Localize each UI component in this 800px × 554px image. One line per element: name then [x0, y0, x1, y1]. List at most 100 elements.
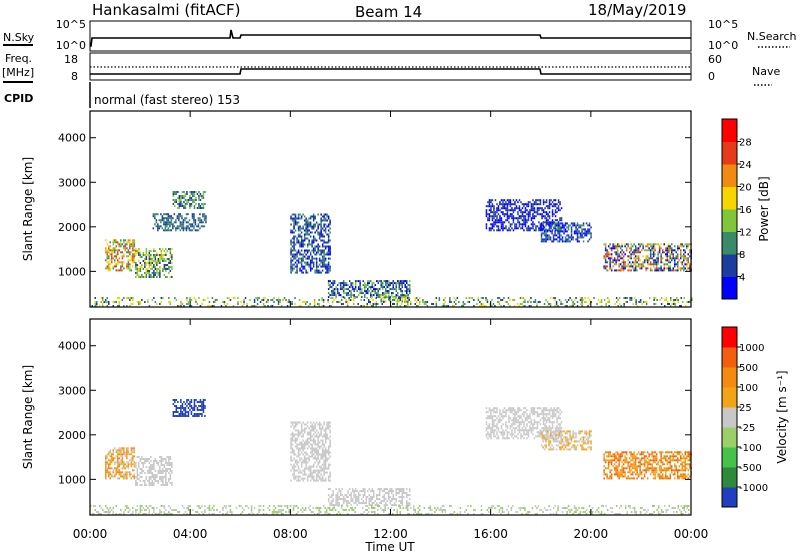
echo-cell	[279, 301, 281, 303]
echo-cell	[141, 276, 143, 278]
echo-cell	[493, 421, 495, 424]
echo-cell	[403, 282, 405, 285]
echo-cell	[342, 292, 345, 295]
echo-cell	[148, 264, 151, 266]
echo-cell	[554, 215, 557, 218]
echo-cell	[523, 229, 525, 232]
echo-cell	[148, 250, 151, 252]
echo-cell	[532, 411, 534, 414]
echo-cell	[382, 282, 384, 285]
echo-cell	[381, 297, 383, 299]
echo-cell	[327, 271, 330, 274]
echo-cell	[363, 305, 365, 307]
echo-cell	[485, 225, 488, 228]
echo-cell	[522, 301, 525, 303]
echo-cell	[180, 195, 182, 197]
echo-cell	[145, 268, 148, 270]
echo-cell	[566, 234, 568, 237]
echo-cell	[480, 305, 483, 307]
echo-cell	[490, 415, 492, 418]
echo-cell	[293, 231, 295, 234]
echo-cell	[497, 229, 500, 232]
echo-cell	[300, 245, 303, 248]
echo-cell	[351, 294, 354, 297]
echo-cell	[117, 465, 119, 468]
echo-cell	[543, 230, 546, 233]
echo-cell	[500, 223, 503, 226]
echo-cell	[296, 237, 298, 240]
echo-cell	[360, 305, 362, 307]
echo-cell	[165, 470, 167, 472]
echo-cell	[388, 494, 390, 497]
echo-cell	[409, 494, 411, 497]
echo-cell	[167, 227, 170, 230]
echo-cell	[262, 303, 265, 305]
echo-cell	[493, 215, 495, 218]
echo-cell	[115, 239, 117, 242]
echo-cell	[352, 299, 355, 301]
echo-cell	[202, 203, 205, 205]
echo-cell	[432, 303, 435, 305]
echo-cell	[306, 243, 309, 246]
echo-cell	[305, 451, 307, 454]
echo-cell	[518, 205, 521, 208]
echo-cell	[108, 451, 110, 454]
echo-cell	[303, 477, 306, 480]
echo-cell	[370, 490, 372, 493]
echo-cell	[353, 492, 355, 495]
echo-cell	[549, 446, 552, 449]
echo-cell	[523, 413, 525, 416]
echo-cell	[299, 433, 301, 436]
echo-cell	[183, 407, 185, 409]
echo-cell	[388, 498, 390, 501]
echo-cell	[187, 407, 190, 409]
echo-cell	[117, 467, 119, 470]
echo-cell	[512, 427, 515, 430]
echo-cell	[676, 299, 678, 301]
echo-cell	[645, 245, 647, 248]
echo-cell	[329, 294, 331, 297]
echo-cell	[321, 447, 324, 450]
echo-cell	[153, 260, 155, 262]
echo-cell	[388, 492, 390, 495]
echo-cell	[655, 269, 658, 272]
echo-cell	[293, 453, 295, 456]
echo-cell	[329, 227, 331, 230]
echo-cell	[383, 498, 385, 501]
echo-cell	[303, 457, 306, 460]
echo-cell	[127, 449, 130, 452]
echo-cell	[124, 247, 127, 250]
echo-cell	[320, 477, 322, 480]
echo-cell	[564, 444, 567, 447]
echo-cell	[645, 259, 647, 262]
echo-cell	[193, 227, 195, 230]
echo-cell	[521, 435, 524, 438]
echo-cell	[302, 255, 304, 258]
echo-cell	[167, 229, 170, 232]
echo-cell	[398, 500, 400, 503]
echo-cell	[296, 455, 298, 458]
echo-cell	[373, 282, 375, 285]
echo-cell	[660, 303, 663, 305]
echo-cell	[186, 191, 188, 193]
echo-cell	[200, 221, 203, 224]
echo-cell	[605, 305, 607, 307]
echo-cell	[126, 241, 128, 244]
echo-cell	[407, 290, 409, 293]
echo-cell	[314, 443, 316, 446]
echo-cell	[109, 253, 111, 256]
echo-cell	[129, 251, 131, 254]
echo-cell	[390, 301, 392, 303]
echo-cell	[523, 437, 525, 440]
echo-cell	[332, 490, 334, 493]
echo-cell	[300, 477, 303, 480]
echo-cell	[184, 411, 187, 413]
echo-cell	[616, 251, 619, 254]
echo-cell	[505, 207, 507, 210]
echo-cell	[202, 191, 205, 193]
echo-cell	[559, 425, 561, 428]
echo-cell	[558, 440, 561, 443]
echo-cell	[153, 484, 155, 486]
echo-cell	[303, 471, 306, 474]
echo-cell	[190, 225, 192, 228]
